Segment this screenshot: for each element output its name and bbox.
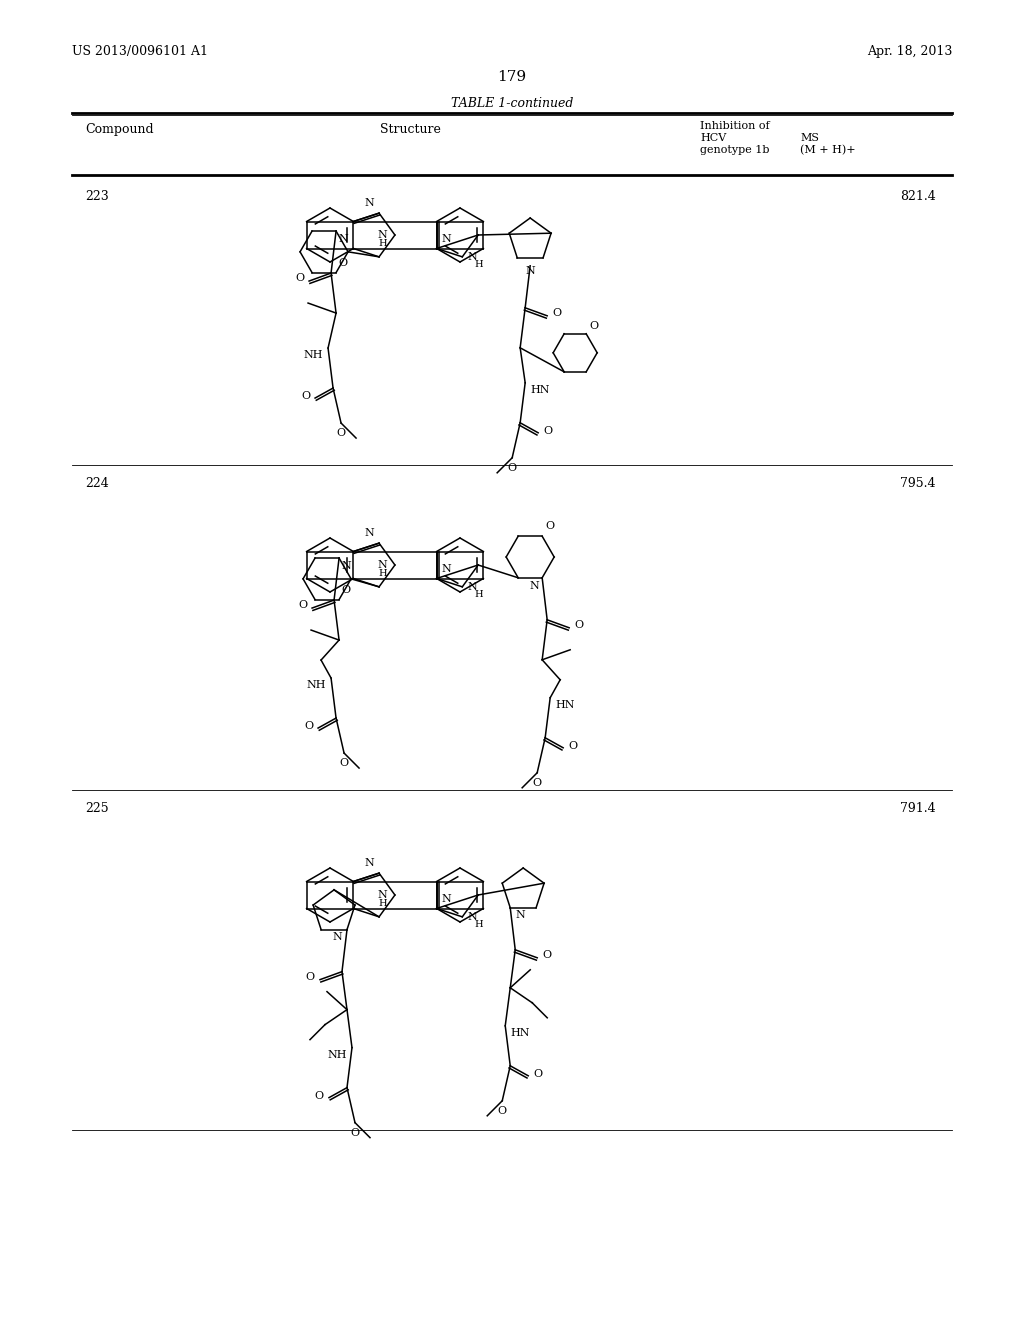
Text: N: N xyxy=(365,198,374,209)
Text: N: N xyxy=(515,909,525,920)
Text: N: N xyxy=(441,564,452,573)
Text: N: N xyxy=(525,265,536,276)
Text: N: N xyxy=(467,582,477,591)
Text: genotype 1b: genotype 1b xyxy=(700,145,769,154)
Text: O: O xyxy=(498,1106,507,1115)
Text: N: N xyxy=(441,234,452,243)
Text: (M + H)+: (M + H)+ xyxy=(800,145,856,156)
Text: H: H xyxy=(474,260,483,269)
Text: 179: 179 xyxy=(498,70,526,84)
Text: O: O xyxy=(341,585,350,594)
Text: NH: NH xyxy=(328,1049,347,1060)
Text: N: N xyxy=(365,858,374,869)
Text: H: H xyxy=(474,590,483,599)
Text: N: N xyxy=(365,528,374,539)
Text: Structure: Structure xyxy=(380,123,440,136)
Text: 795.4: 795.4 xyxy=(900,477,936,490)
Text: N: N xyxy=(467,252,477,261)
Text: N: N xyxy=(377,560,387,570)
Text: MS: MS xyxy=(800,133,819,143)
Text: H: H xyxy=(378,899,387,908)
Text: O: O xyxy=(337,428,346,438)
Text: N: N xyxy=(377,230,387,240)
Text: O: O xyxy=(545,521,554,531)
Text: Inhibition of: Inhibition of xyxy=(700,121,770,131)
Text: US 2013/0096101 A1: US 2013/0096101 A1 xyxy=(72,45,208,58)
Text: 821.4: 821.4 xyxy=(900,190,936,203)
Text: NH: NH xyxy=(303,350,323,360)
Text: O: O xyxy=(295,273,304,282)
Text: O: O xyxy=(589,321,598,331)
Text: N: N xyxy=(467,912,477,921)
Text: O: O xyxy=(574,620,584,630)
Text: O: O xyxy=(534,1069,543,1078)
Text: HN: HN xyxy=(530,385,550,395)
Text: N: N xyxy=(341,561,351,572)
Text: Apr. 18, 2013: Apr. 18, 2013 xyxy=(866,45,952,58)
Text: N: N xyxy=(441,894,452,903)
Text: 791.4: 791.4 xyxy=(900,803,936,814)
Text: O: O xyxy=(306,972,315,982)
Text: HCV: HCV xyxy=(700,133,726,143)
Text: HN: HN xyxy=(510,1028,529,1038)
Text: O: O xyxy=(543,950,551,960)
Text: H: H xyxy=(378,569,387,578)
Text: O: O xyxy=(552,308,561,318)
Text: N: N xyxy=(377,890,387,900)
Text: Compound: Compound xyxy=(85,123,154,136)
Text: H: H xyxy=(474,920,483,929)
Text: NH: NH xyxy=(306,680,326,690)
Text: N: N xyxy=(529,581,540,591)
Text: O: O xyxy=(338,257,347,268)
Text: 225: 225 xyxy=(85,803,109,814)
Text: O: O xyxy=(508,463,517,473)
Text: O: O xyxy=(568,741,578,751)
Text: 223: 223 xyxy=(85,190,109,203)
Text: TABLE 1-continued: TABLE 1-continued xyxy=(451,96,573,110)
Text: HN: HN xyxy=(555,700,574,710)
Text: O: O xyxy=(340,758,348,768)
Text: O: O xyxy=(301,391,310,401)
Text: N: N xyxy=(338,234,348,244)
Text: H: H xyxy=(378,239,387,248)
Text: O: O xyxy=(350,1127,359,1138)
Text: 224: 224 xyxy=(85,477,109,490)
Text: O: O xyxy=(532,777,542,788)
Text: N: N xyxy=(332,932,342,941)
Text: O: O xyxy=(304,721,313,731)
Text: O: O xyxy=(298,601,307,610)
Text: O: O xyxy=(543,426,552,436)
Text: O: O xyxy=(314,1090,324,1101)
